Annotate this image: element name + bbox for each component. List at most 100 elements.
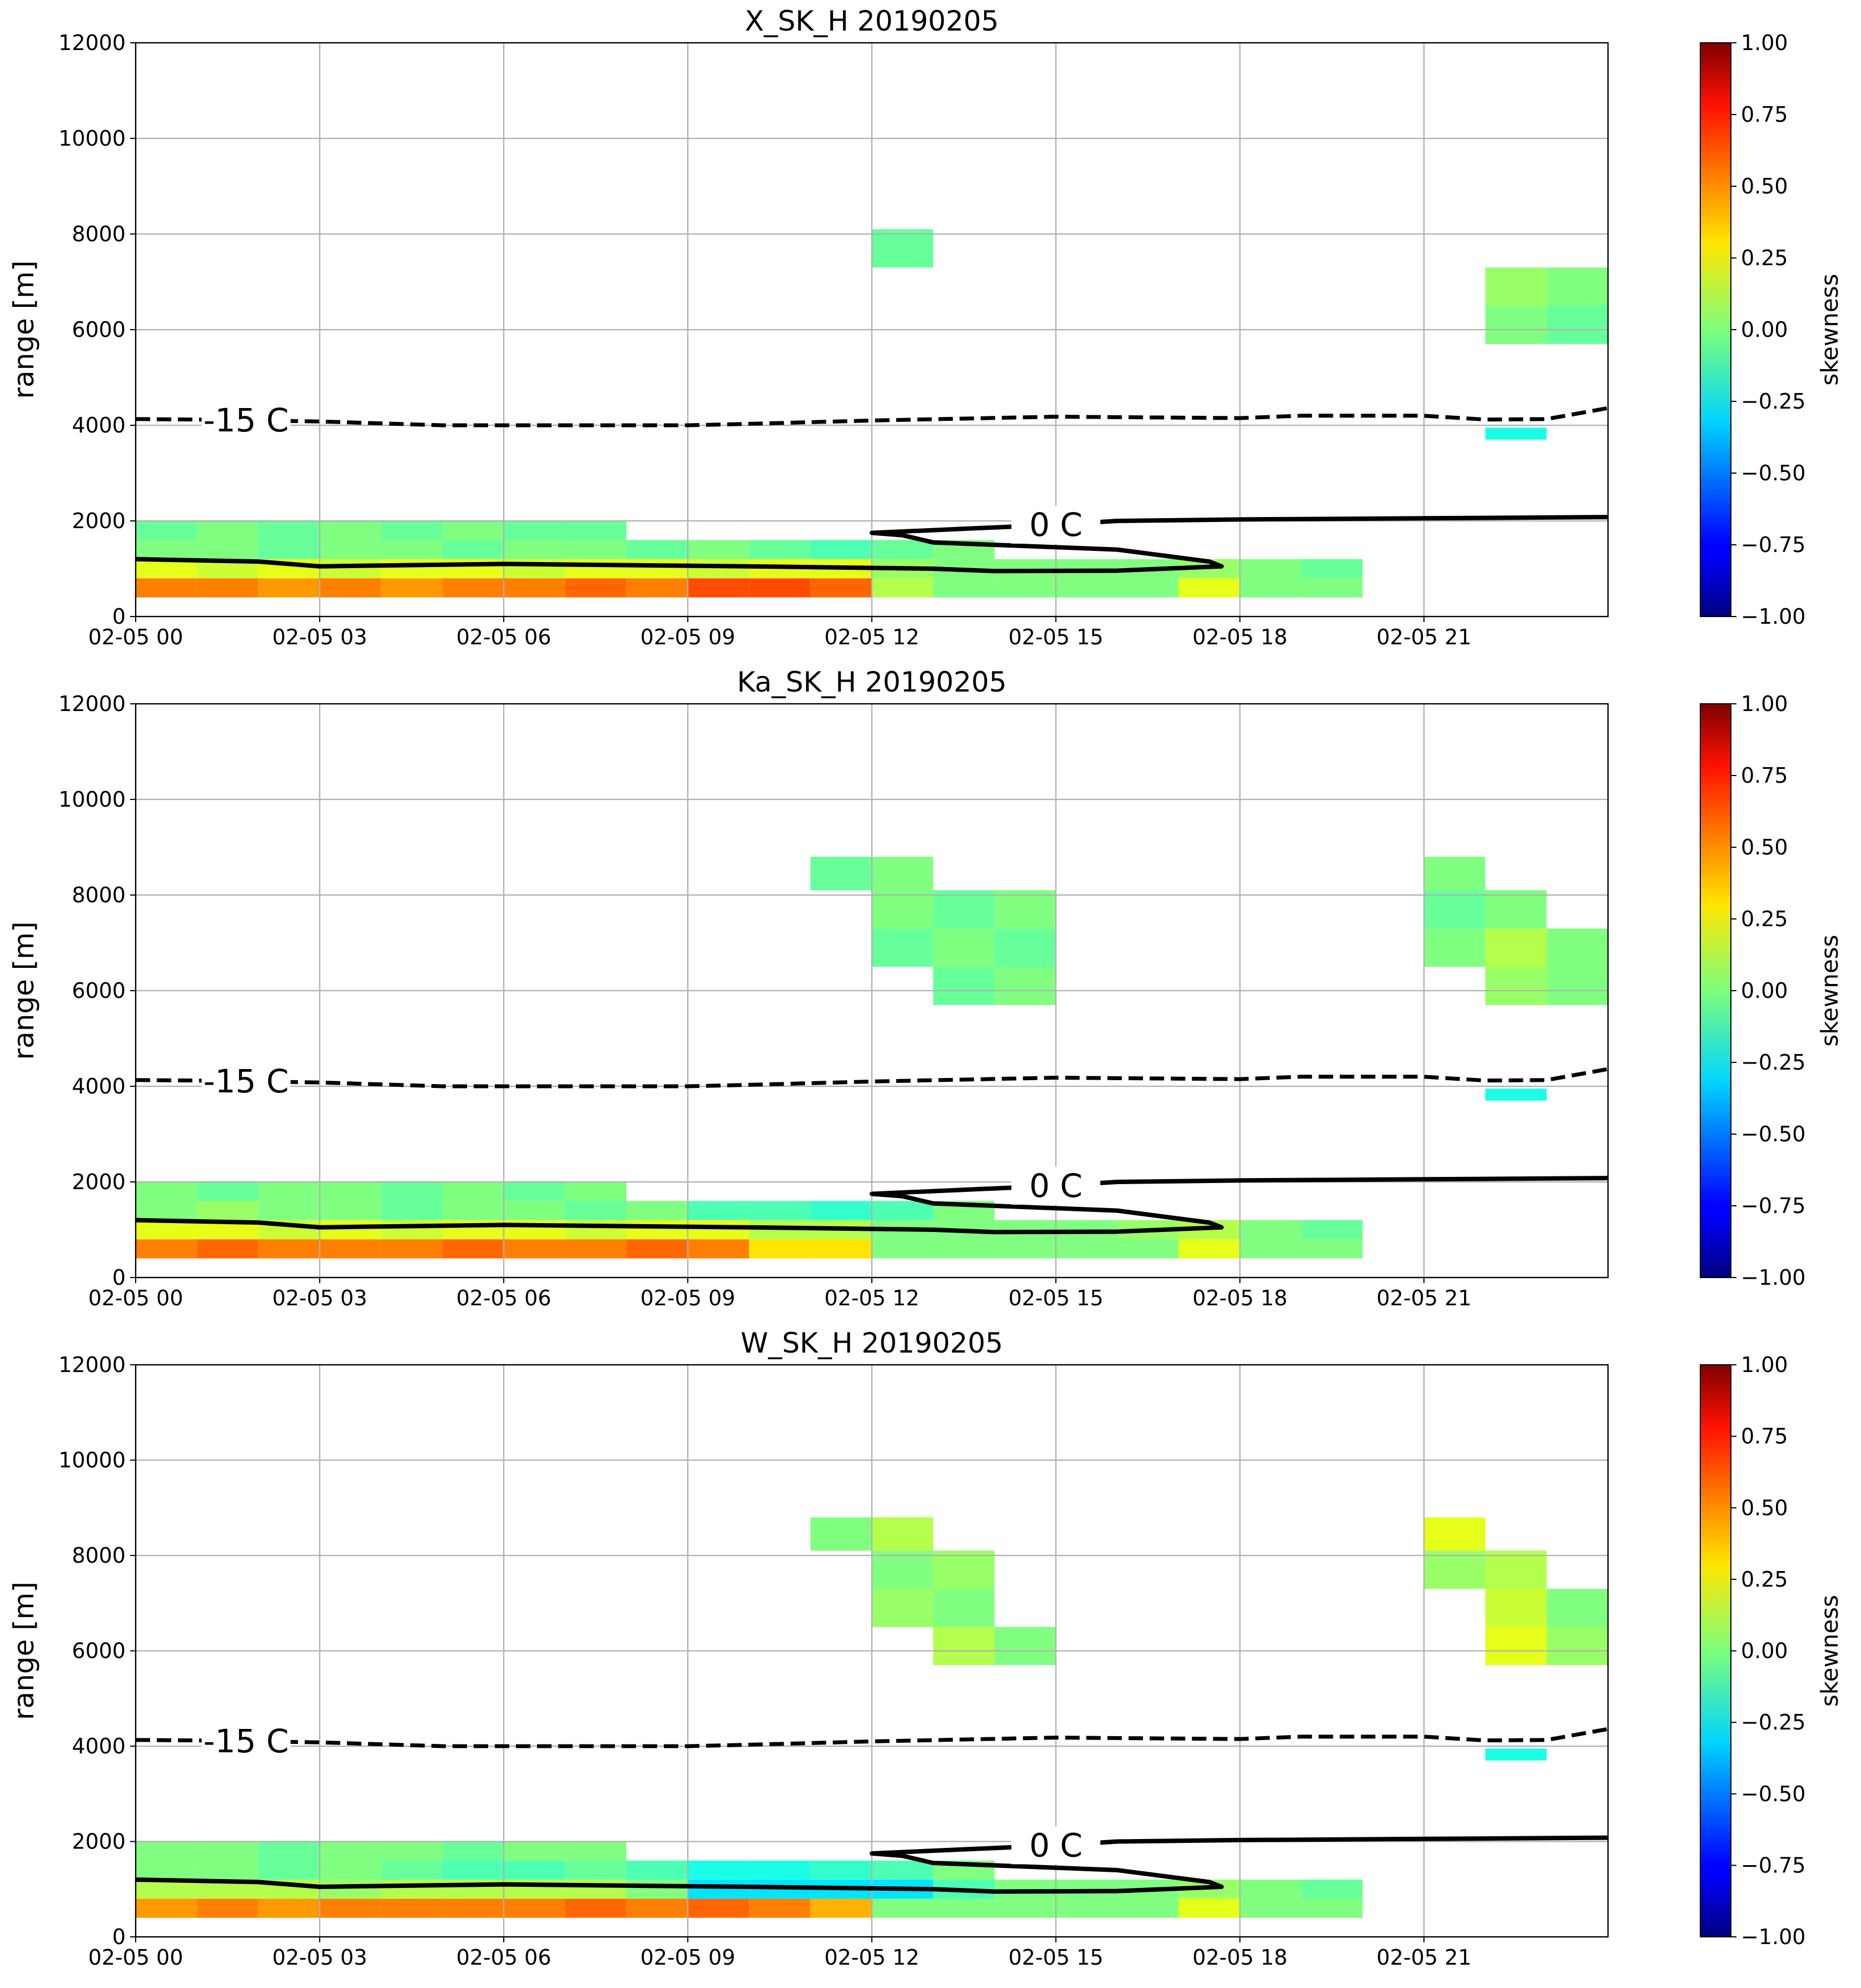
heatmap-cell <box>258 1841 320 1861</box>
heatmap-cell <box>136 1239 197 1259</box>
heatmap-cell <box>381 540 443 559</box>
heatmap-cell <box>381 578 443 598</box>
heatmap-cell <box>1056 1898 1118 1918</box>
heatmap-cell <box>381 1201 443 1220</box>
heatmap-cell <box>1117 578 1179 598</box>
heatmap-cell <box>136 1898 197 1918</box>
heatmap-cell <box>504 521 565 540</box>
contour-label: -15 C <box>204 1722 289 1760</box>
heatmap-cell <box>1301 1220 1363 1240</box>
colorbar-tick-label: 0.75 <box>1741 1424 1788 1449</box>
contour-label: 0 C <box>1029 506 1083 544</box>
y-tick-label: 10000 <box>58 787 126 812</box>
y-tick-label: 12000 <box>58 31 126 55</box>
heatmap-cell <box>1424 928 1486 967</box>
heatmap-cell <box>749 578 811 598</box>
colorbar-tick-label: −0.25 <box>1741 1710 1805 1734</box>
y-tick-label: 2000 <box>72 509 126 533</box>
y-tick-label: 8000 <box>72 883 126 907</box>
heatmap-cell <box>258 1182 320 1201</box>
y-tick-label: 8000 <box>72 1543 126 1568</box>
colorbar-tick-label: −1.00 <box>1741 604 1805 629</box>
colorbar-label: skewness <box>1816 274 1843 385</box>
heatmap-cell <box>626 1201 688 1220</box>
heatmap-cell <box>1546 928 1608 967</box>
chart-title: W_SK_H 20190205 <box>741 1327 1003 1359</box>
heatmap-cell <box>504 578 565 598</box>
colorbar-tick-label: −0.75 <box>1741 1853 1805 1877</box>
heatmap-cell <box>136 521 197 540</box>
heatmap-cell <box>1485 267 1547 306</box>
heatmap-cell <box>1056 578 1118 598</box>
heatmap-cell <box>626 578 688 598</box>
chart-title: Ka_SK_H 20190205 <box>737 666 1006 698</box>
heatmap-cell <box>320 1880 381 1899</box>
heatmap-cell <box>320 1239 381 1259</box>
heatmap-cell <box>626 1220 688 1240</box>
heatmap-cell <box>565 1182 627 1201</box>
heatmap-cell <box>872 229 934 268</box>
colorbar-tick-label: −0.50 <box>1741 1782 1805 1806</box>
y-axis-label: range [m] <box>8 1582 40 1720</box>
x-tick-label: 02-05 00 <box>88 1945 183 1970</box>
heatmap-cell <box>1301 1898 1363 1918</box>
heatmap-cell <box>381 1841 443 1861</box>
heatmap-cell <box>688 1860 750 1880</box>
y-tick-label: 2000 <box>72 1170 126 1194</box>
colorbar-tick-label: 1.00 <box>1741 1353 1788 1377</box>
heatmap-cell <box>933 1898 995 1918</box>
y-tick-label: 10000 <box>58 126 126 151</box>
heatmap-cell <box>320 1182 381 1201</box>
y-tick-label: 4000 <box>72 1074 126 1099</box>
heatmap-cell <box>626 559 688 579</box>
heatmap-cell <box>1240 1880 1302 1899</box>
colorbar-tick-label: −0.75 <box>1741 533 1805 557</box>
heatmap-cell <box>933 890 995 929</box>
chart-title: X_SK_H 20190205 <box>745 5 999 37</box>
heatmap-cell <box>381 1220 443 1240</box>
heatmap-cell <box>320 540 381 559</box>
heatmap-cell <box>688 559 750 579</box>
heatmap-cell <box>872 1550 934 1589</box>
heatmap-cell <box>626 1239 688 1259</box>
heatmap-cell <box>688 1239 750 1259</box>
heatmap-cell <box>565 1880 627 1899</box>
heatmap-cell <box>565 1841 627 1861</box>
heatmap-cell <box>933 967 995 1005</box>
heatmap-cell <box>565 578 627 598</box>
heatmap-cell <box>933 1589 995 1627</box>
heatmap-cell <box>749 540 811 559</box>
colorbar-tick-label: 0.25 <box>1741 907 1788 931</box>
heatmap-cell <box>749 1201 811 1220</box>
heatmap-cell <box>810 578 872 598</box>
heatmap-cell <box>442 1182 504 1201</box>
heatmap-cell <box>1546 1627 1608 1666</box>
x-tick-label: 02-05 21 <box>1377 625 1472 649</box>
heatmap-cell <box>442 1841 504 1861</box>
heatmap-cell <box>565 1220 627 1240</box>
heatmap-cell <box>994 1627 1056 1666</box>
heatmap-cell <box>933 1550 995 1589</box>
heatmap-cell <box>381 1898 443 1918</box>
contour-label-bg <box>201 401 291 440</box>
heatmap-cell <box>872 1860 934 1880</box>
colorbar-tick-label: 0.00 <box>1741 978 1788 1003</box>
y-tick-label: 12000 <box>58 692 126 716</box>
heatmap-cell <box>565 1239 627 1259</box>
heatmap-cell <box>136 578 197 598</box>
contour-label: 0 C <box>1029 1167 1083 1205</box>
heatmap-cell <box>626 1860 688 1880</box>
colorbar <box>1700 1364 1731 1937</box>
colorbar-tick-label: −1.00 <box>1741 1925 1805 1949</box>
y-tick-label: 10000 <box>58 1448 126 1473</box>
heatmap-cell <box>688 1201 750 1220</box>
heatmap-cell <box>381 1880 443 1899</box>
heatmap-cell <box>933 928 995 967</box>
heatmap-cell <box>258 540 320 559</box>
y-tick-label: 4000 <box>72 1734 126 1758</box>
heatmap-cell <box>1485 1089 1547 1101</box>
colorbar-tick-label: −0.50 <box>1741 1122 1805 1146</box>
heatmap-cell <box>994 967 1056 1005</box>
heatmap-cell <box>381 1182 443 1201</box>
